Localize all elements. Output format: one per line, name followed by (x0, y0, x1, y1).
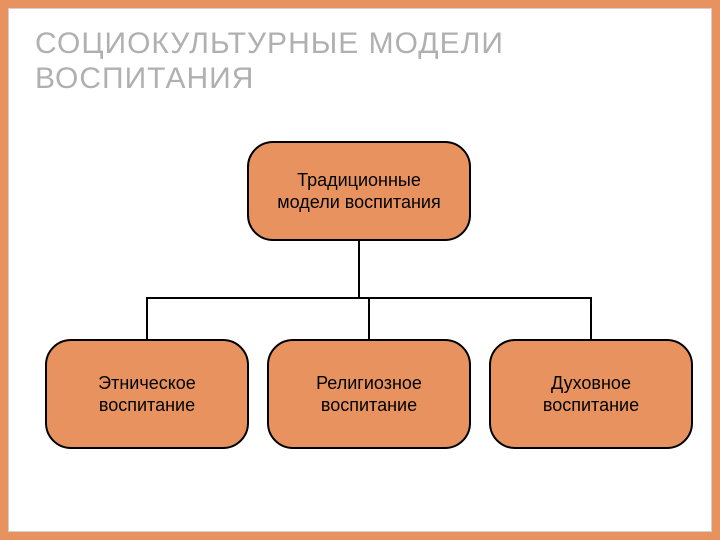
child-node-2: Религиозное воспитание (267, 339, 471, 449)
child-label-2: Религиозное воспитание (285, 372, 453, 417)
connector-drop-left (146, 297, 148, 339)
slide-panel: СОЦИОКУЛЬТУРНЫЕ МОДЕЛИ ВОСПИТАНИЯ Традиц… (8, 8, 712, 532)
root-label: Традиционные модели воспитания (265, 169, 453, 214)
child-node-3: Духовное воспитание (489, 339, 693, 449)
child-node-1: Этническое воспитание (45, 339, 249, 449)
child-label-1: Этническое воспитание (63, 372, 231, 417)
child-label-3: Духовное воспитание (507, 372, 675, 417)
root-node: Традиционные модели воспитания (247, 141, 471, 241)
connector-drop-right (590, 297, 592, 339)
connector-drop-mid (368, 297, 370, 339)
slide-title: СОЦИОКУЛЬТУРНЫЕ МОДЕЛИ ВОСПИТАНИЯ (35, 27, 685, 96)
connector-trunk (358, 241, 360, 297)
